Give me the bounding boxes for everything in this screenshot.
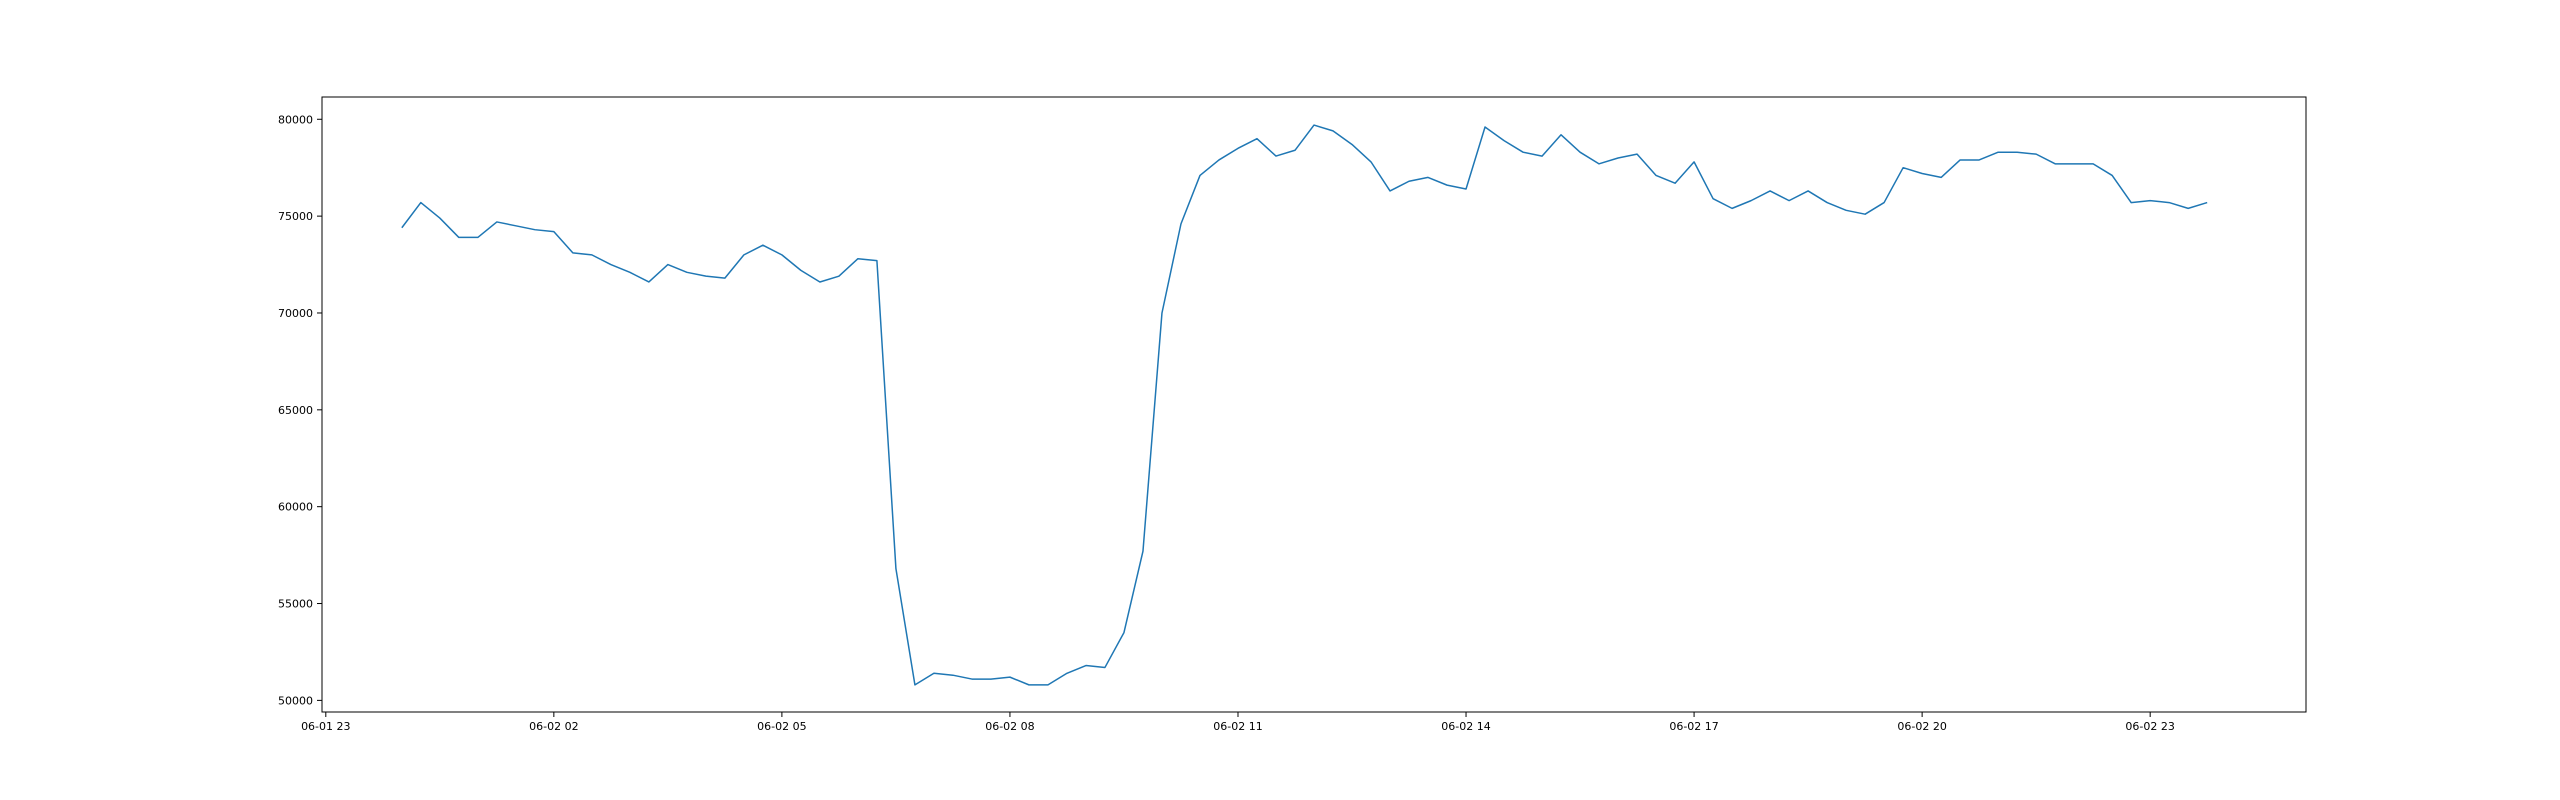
x-tick-label: 06-02 23 bbox=[2125, 720, 2174, 733]
y-tick-label: 60000 bbox=[278, 501, 313, 514]
x-tick-label: 06-02 05 bbox=[757, 720, 806, 733]
x-tick-label: 06-02 17 bbox=[1669, 720, 1718, 733]
y-tick-label: 80000 bbox=[278, 113, 313, 126]
y-tick-label: 55000 bbox=[278, 598, 313, 611]
y-tick-label: 75000 bbox=[278, 210, 313, 223]
y-tick-label: 65000 bbox=[278, 404, 313, 417]
x-tick-label: 06-02 11 bbox=[1213, 720, 1262, 733]
y-tick-label: 50000 bbox=[278, 694, 313, 707]
y-tick-label: 70000 bbox=[278, 307, 313, 320]
x-tick-label: 06-02 02 bbox=[529, 720, 578, 733]
x-tick-label: 06-02 20 bbox=[1897, 720, 1946, 733]
x-tick-label: 06-01 23 bbox=[301, 720, 350, 733]
x-tick-label: 06-02 14 bbox=[1441, 720, 1490, 733]
x-tick-label: 06-02 08 bbox=[985, 720, 1034, 733]
